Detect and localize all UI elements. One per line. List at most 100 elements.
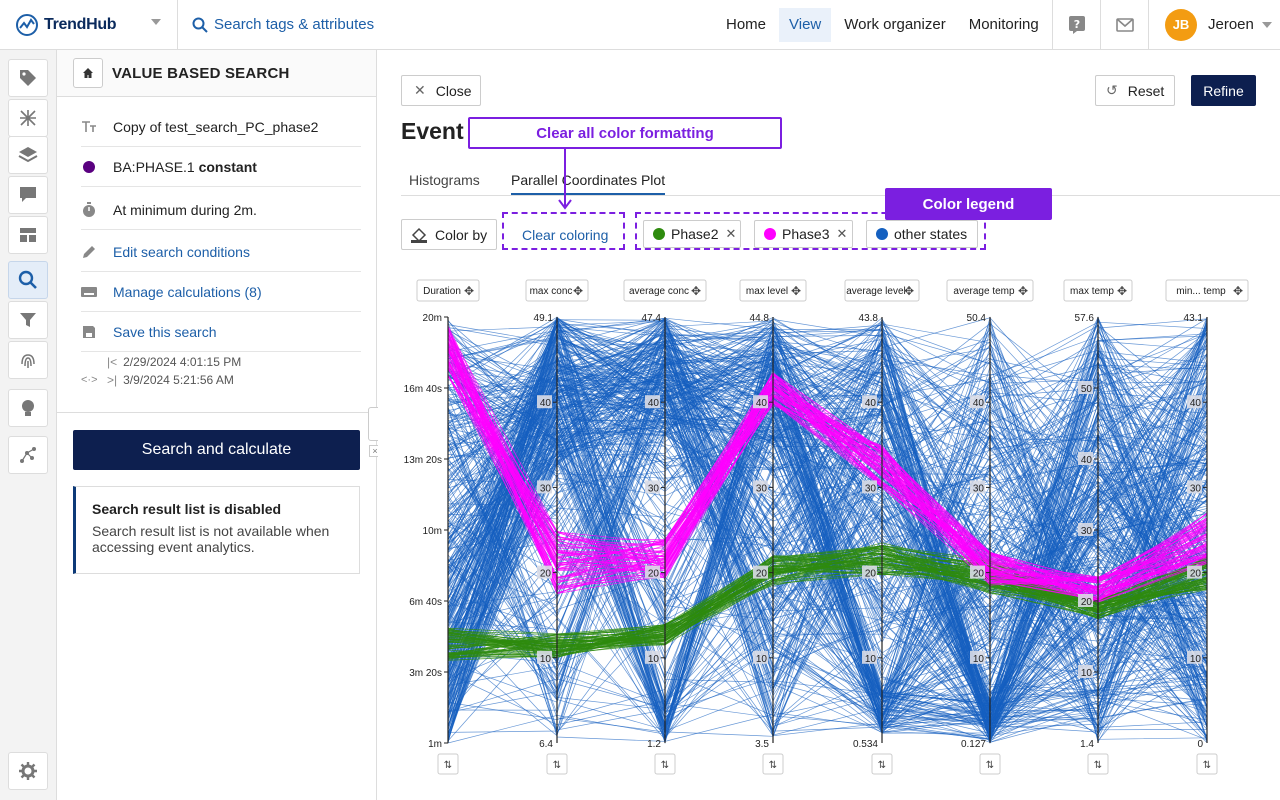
axis-header[interactable] [623,279,707,302]
sort-button[interactable] [1196,753,1218,775]
move-icon[interactable]: ✥ [691,284,701,298]
color-by-button[interactable]: Color by [401,219,497,250]
axis-header[interactable] [946,279,1034,302]
annotation-arrow [558,148,572,210]
chevron-down-icon[interactable] [151,19,161,25]
sort-button[interactable] [654,753,676,775]
axis-header[interactable] [525,279,589,302]
fingerprint-icon[interactable] [8,341,48,379]
axis-max-label: 43.8 [859,313,879,324]
main-nav: Home View Work organizer Monitoring [716,0,1052,49]
close-icon[interactable]: ✕ [725,226,737,241]
lightbulb-icon[interactable] [8,389,48,427]
tick-label-bg [970,395,985,409]
pcp-series-line [447,344,1208,715]
close-button[interactable]: ✕ Close [401,75,481,106]
axis-header[interactable] [739,279,807,302]
pcp-series-line [447,318,1208,705]
move-icon[interactable]: ✥ [904,284,914,298]
nav-monitoring[interactable]: Monitoring [968,15,1039,33]
tick-label: 40 [1190,398,1202,409]
move-icon[interactable]: ✥ [464,284,474,298]
refine-button[interactable]: Refine [1191,75,1256,106]
move-icon[interactable]: ✥ [1233,284,1243,298]
tick-label-bg [1078,594,1093,607]
manage-calculations-link[interactable]: Manage calculations (8) [81,272,361,312]
nav-work-organizer[interactable]: Work organizer [844,15,946,33]
help-icon[interactable]: ? [1052,0,1100,49]
panel-header: VALUE BASED SEARCH [57,50,376,97]
axis-min-label: 0.127 [961,739,986,750]
search-input[interactable]: Search tags & attributes [178,0,538,49]
app-logo[interactable]: TrendHub [0,0,178,49]
legend-label: Phase3 [782,226,830,242]
user-menu[interactable]: JB Jeroen [1148,0,1280,49]
mail-icon[interactable] [1100,0,1148,49]
close-icon[interactable]: ✕ [836,226,848,241]
edit-search-conditions-link[interactable]: Edit search conditions [81,232,361,272]
sort-button[interactable] [871,753,893,775]
stopwatch-icon [81,201,97,218]
axis-header[interactable] [416,279,480,302]
legend-chip-other-states[interactable]: other states [866,220,978,248]
save-search-link[interactable]: Save this search [81,312,361,352]
axis-title: average temp [953,286,1015,297]
move-icon[interactable]: ✥ [1117,284,1127,298]
tab-histograms[interactable]: Histograms [409,172,480,188]
layers-icon[interactable] [8,136,48,174]
tick-label: 20 [973,569,985,580]
filter-icon[interactable] [8,301,48,339]
axis-title: min... temp [1176,286,1226,297]
pcp-series-line [447,361,1208,709]
tick-label: 3m 20s [409,668,442,679]
search-and-calculate-button[interactable]: Search and calculate [73,430,360,470]
reset-button[interactable]: ↺ Reset [1095,75,1175,106]
pcp-series-line [447,318,1208,702]
legend-chip-phase3[interactable]: Phase3 ✕ [754,220,853,248]
sort-button[interactable] [546,753,568,775]
axis-header[interactable] [1063,279,1133,302]
sort-button[interactable] [762,753,784,775]
tick-label: 16m 40s [404,384,442,395]
search-icon[interactable] [8,261,48,299]
condition-row[interactable]: BA:PHASE.1 constant [81,147,361,187]
pcp-series-line [447,321,1208,743]
pcp-series-line [447,319,1208,707]
reset-label: Reset [1127,82,1165,99]
axis-header[interactable] [844,279,920,302]
legend-chip-phase2[interactable]: Phase2 ✕ [643,220,741,248]
axis-min-label: 6.4 [539,739,553,750]
move-icon[interactable]: ✥ [573,284,583,298]
pcp-series-line [447,323,1208,728]
nav-home[interactable]: Home [726,15,767,33]
pcp-series-line [447,367,1208,579]
nav-view[interactable]: View [779,7,832,42]
move-icon[interactable]: ✥ [791,284,801,298]
sort-button[interactable] [1087,753,1109,775]
sort-button[interactable] [979,753,1001,775]
pcp-series-line [447,341,1208,698]
network-icon[interactable] [8,436,48,474]
home-button[interactable] [73,58,103,88]
pcp-series-line [447,416,1208,710]
app-name: TrendHub [44,15,117,33]
dashboard-icon[interactable] [8,216,48,254]
comment-icon[interactable] [8,176,48,214]
axis-header[interactable] [1165,279,1249,302]
pcp-series-line [447,347,1208,589]
sort-icon: ⇅ [444,760,452,771]
clear-coloring-link[interactable]: Clear coloring [522,227,609,243]
gear-icon[interactable] [8,752,48,790]
duration-row[interactable]: At minimum during 2m. [81,190,361,230]
pcp-series-line [447,325,1208,591]
date-range[interactable]: <·> |< 2/29/2024 4:01:15 PM >| 3/9/2024 5:… [81,353,361,389]
move-icon[interactable]: ✥ [1018,284,1028,298]
pcp-series-line [447,361,1208,592]
sort-button[interactable] [437,753,459,775]
scatter-icon[interactable] [8,99,48,137]
search-name-row[interactable]: Copy of test_search_PC_phase2 [81,107,361,147]
pcp-series-line [447,459,1208,715]
tag-icon[interactable] [8,59,48,97]
tab-parallel-coordinates[interactable]: Parallel Coordinates Plot [511,172,666,195]
